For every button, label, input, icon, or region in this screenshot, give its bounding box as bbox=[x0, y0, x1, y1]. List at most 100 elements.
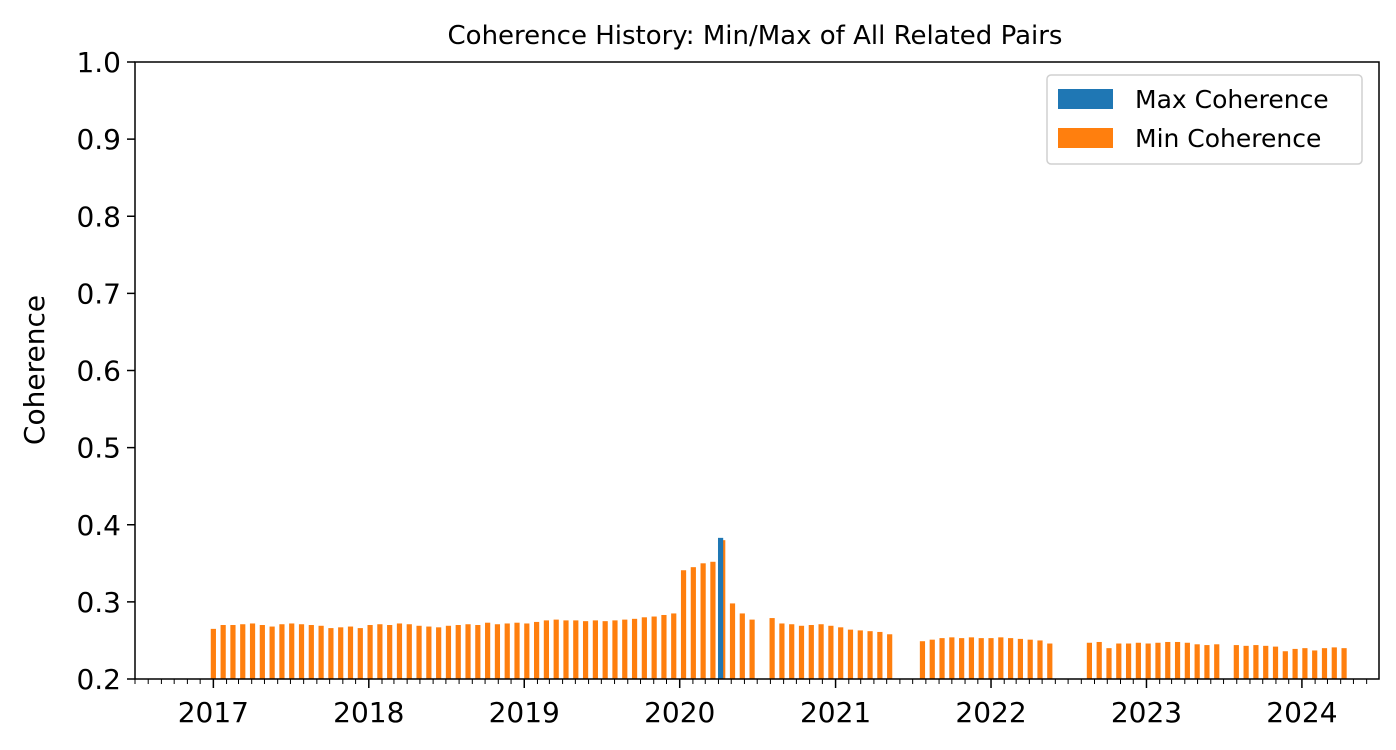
min-bar bbox=[749, 619, 755, 679]
x-tick-label: 2019 bbox=[489, 696, 560, 729]
min-bar bbox=[259, 625, 265, 679]
min-bar bbox=[690, 567, 696, 679]
min-bar bbox=[573, 620, 579, 679]
min-bar bbox=[1096, 641, 1102, 679]
min-bar bbox=[1321, 648, 1328, 679]
min-bar bbox=[553, 619, 559, 679]
min-bar bbox=[857, 630, 863, 679]
legend: Max Coherence Min Coherence bbox=[1046, 74, 1363, 165]
min-bar bbox=[998, 637, 1004, 679]
min-bar bbox=[524, 623, 530, 679]
min-bar bbox=[1312, 650, 1318, 679]
min-bar bbox=[828, 625, 834, 679]
min-bar bbox=[1302, 648, 1308, 679]
min-bar bbox=[514, 622, 520, 679]
min-bar bbox=[789, 624, 795, 679]
min-bar bbox=[1331, 647, 1337, 679]
min-bar bbox=[249, 623, 256, 679]
min-bar bbox=[622, 619, 628, 679]
x-tick-label: 2017 bbox=[178, 696, 249, 729]
min-bar bbox=[1106, 648, 1112, 679]
min-bar bbox=[426, 626, 432, 679]
min-bar bbox=[210, 628, 216, 679]
min-bar bbox=[680, 570, 687, 679]
min-bar bbox=[494, 624, 501, 679]
min-bar bbox=[808, 625, 814, 679]
x-tick-label: 2021 bbox=[800, 696, 871, 729]
legend-label-min: Min Coherence bbox=[1135, 124, 1321, 153]
min-bar bbox=[504, 623, 510, 679]
min-bar bbox=[240, 624, 246, 679]
min-bar bbox=[929, 639, 935, 679]
min-bar bbox=[230, 625, 236, 679]
min-bar bbox=[1253, 645, 1259, 679]
min-bar bbox=[887, 634, 893, 679]
min-bar bbox=[1243, 645, 1249, 679]
min-bar bbox=[543, 620, 549, 679]
max-coherence-series bbox=[717, 537, 724, 679]
min-bar bbox=[700, 563, 706, 679]
min-bar bbox=[445, 625, 452, 679]
min-bar bbox=[1047, 643, 1053, 679]
y-tick-label: 0.7 bbox=[76, 277, 121, 310]
min-bar bbox=[1214, 644, 1220, 679]
y-axis-label: Coherence bbox=[18, 295, 51, 445]
legend-label-max: Max Coherence bbox=[1135, 85, 1329, 114]
min-bar bbox=[1194, 644, 1200, 679]
min-bar bbox=[269, 626, 275, 679]
plot-frame bbox=[134, 61, 1380, 680]
x-tick-label: 2020 bbox=[644, 696, 715, 729]
x-axis: 2017 2018 2019 2020 2021 2022 2023 2024 bbox=[134, 679, 1368, 729]
min-bar bbox=[406, 624, 412, 679]
min-bar bbox=[592, 620, 598, 679]
min-bar bbox=[289, 623, 295, 679]
min-bar bbox=[978, 638, 984, 679]
legend-swatch-max bbox=[1058, 89, 1113, 109]
y-tick-label: 0.6 bbox=[76, 355, 121, 388]
min-bar bbox=[308, 625, 314, 679]
min-bar bbox=[710, 561, 716, 679]
min-bar bbox=[939, 638, 945, 679]
min-bar bbox=[475, 625, 481, 679]
min-bar bbox=[582, 621, 589, 679]
min-bar bbox=[818, 624, 824, 679]
min-bar bbox=[563, 620, 569, 679]
min-bar bbox=[1165, 641, 1171, 679]
min-bar bbox=[1008, 638, 1014, 679]
x-tick-label: 2024 bbox=[1266, 696, 1337, 729]
min-bar bbox=[1341, 648, 1347, 679]
max-bar bbox=[717, 537, 724, 679]
min-bar bbox=[867, 631, 873, 679]
min-bar bbox=[1116, 643, 1122, 679]
min-bar bbox=[959, 638, 965, 679]
min-bar bbox=[1204, 645, 1210, 679]
min-bar bbox=[739, 613, 745, 679]
min-bar bbox=[1145, 643, 1151, 679]
min-bar bbox=[377, 624, 383, 679]
min-bar bbox=[779, 623, 785, 679]
min-bar bbox=[729, 603, 736, 679]
min-bar bbox=[338, 627, 344, 679]
min-bar bbox=[1125, 643, 1132, 679]
min-bar bbox=[1155, 642, 1161, 679]
min-bar bbox=[1135, 642, 1141, 679]
min-bar bbox=[328, 628, 334, 679]
min-bar bbox=[1086, 642, 1092, 679]
y-tick-label: 0.9 bbox=[76, 123, 121, 156]
min-bar bbox=[612, 620, 618, 679]
min-bar bbox=[949, 637, 955, 679]
min-bar bbox=[436, 627, 442, 679]
min-bar bbox=[671, 613, 677, 679]
y-tick-label: 0.8 bbox=[76, 200, 121, 233]
min-bar bbox=[919, 641, 926, 679]
min-bar bbox=[1174, 641, 1181, 679]
min-bar bbox=[220, 625, 226, 679]
min-bar bbox=[1027, 639, 1033, 679]
min-bar bbox=[631, 618, 638, 679]
min-bar bbox=[1184, 642, 1190, 679]
min-bar bbox=[847, 629, 854, 679]
chart-title: Coherence History: Min/Max of All Relate… bbox=[448, 21, 1063, 51]
min-bar bbox=[367, 625, 373, 679]
min-bar bbox=[602, 621, 608, 679]
